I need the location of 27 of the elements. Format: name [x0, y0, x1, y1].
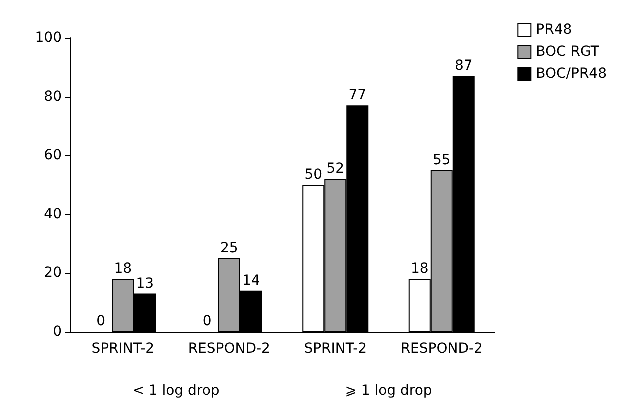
y-tick-label: 80: [44, 88, 62, 105]
data-label: 50: [304, 167, 323, 183]
data-label: 25: [220, 240, 238, 256]
data-label: 0: [96, 314, 106, 330]
data-label: 0: [202, 314, 212, 330]
text: ⩾ 1 log drop: [345, 383, 432, 399]
y-tick-label: 60: [44, 148, 62, 164]
y-tick-label: 40: [44, 206, 62, 222]
y-tick-label: 20: [44, 265, 62, 282]
data-label: 52: [326, 161, 345, 178]
data-label: 13: [136, 276, 154, 292]
text: < 1 log drop: [132, 383, 220, 399]
y-tick-label: 100: [35, 30, 62, 46]
data-label: 87: [454, 58, 473, 74]
data-label: 14: [242, 272, 260, 289]
legend-label: BOC RGT: [536, 44, 600, 60]
x-tick-label: RESPOND-2: [400, 341, 483, 357]
x-tick-label: SPRINT-2: [92, 341, 155, 357]
x-tick-label: SPRINT-2: [304, 341, 368, 357]
data-label: 55: [432, 152, 451, 168]
x-tick-label: RESPOND-2: [188, 341, 270, 357]
data-label: 18: [114, 261, 132, 278]
legend-label: PR48: [536, 22, 572, 38]
data-label: 77: [348, 88, 367, 104]
y-tick-label: 0: [53, 324, 62, 340]
legend-label: BOC/PR48: [536, 66, 608, 82]
data-label: 18: [410, 261, 429, 278]
